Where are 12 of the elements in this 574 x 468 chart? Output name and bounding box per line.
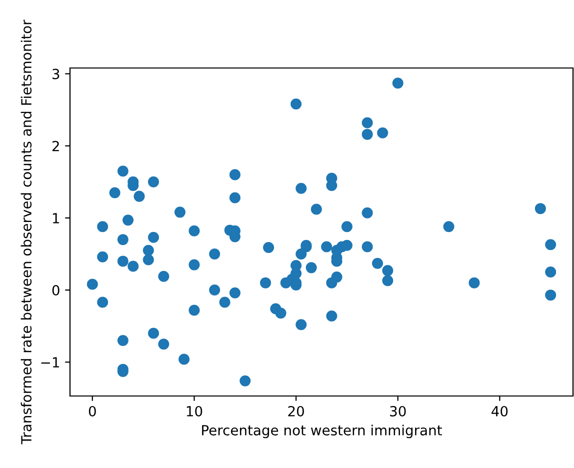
x-axis-title: Percentage not western immigrant xyxy=(202,424,442,438)
y-tick-label: 1 xyxy=(52,213,59,224)
x-tick-label: 0 xyxy=(88,406,96,416)
y-tick-label: 0 xyxy=(52,285,60,296)
x-tick-label: 20 xyxy=(288,406,304,416)
y-tick-label: −1 xyxy=(41,357,59,368)
x-tick-label: 10 xyxy=(186,406,202,416)
y-tick-label: 3 xyxy=(52,68,60,80)
y-axis-title: Transformed rate between observed counts and Fietsmonitor xyxy=(20,20,32,444)
x-tick-label: 30 xyxy=(390,406,406,416)
x-tick-label: 40 xyxy=(492,406,508,416)
y-tick-label: 2 xyxy=(52,140,59,152)
